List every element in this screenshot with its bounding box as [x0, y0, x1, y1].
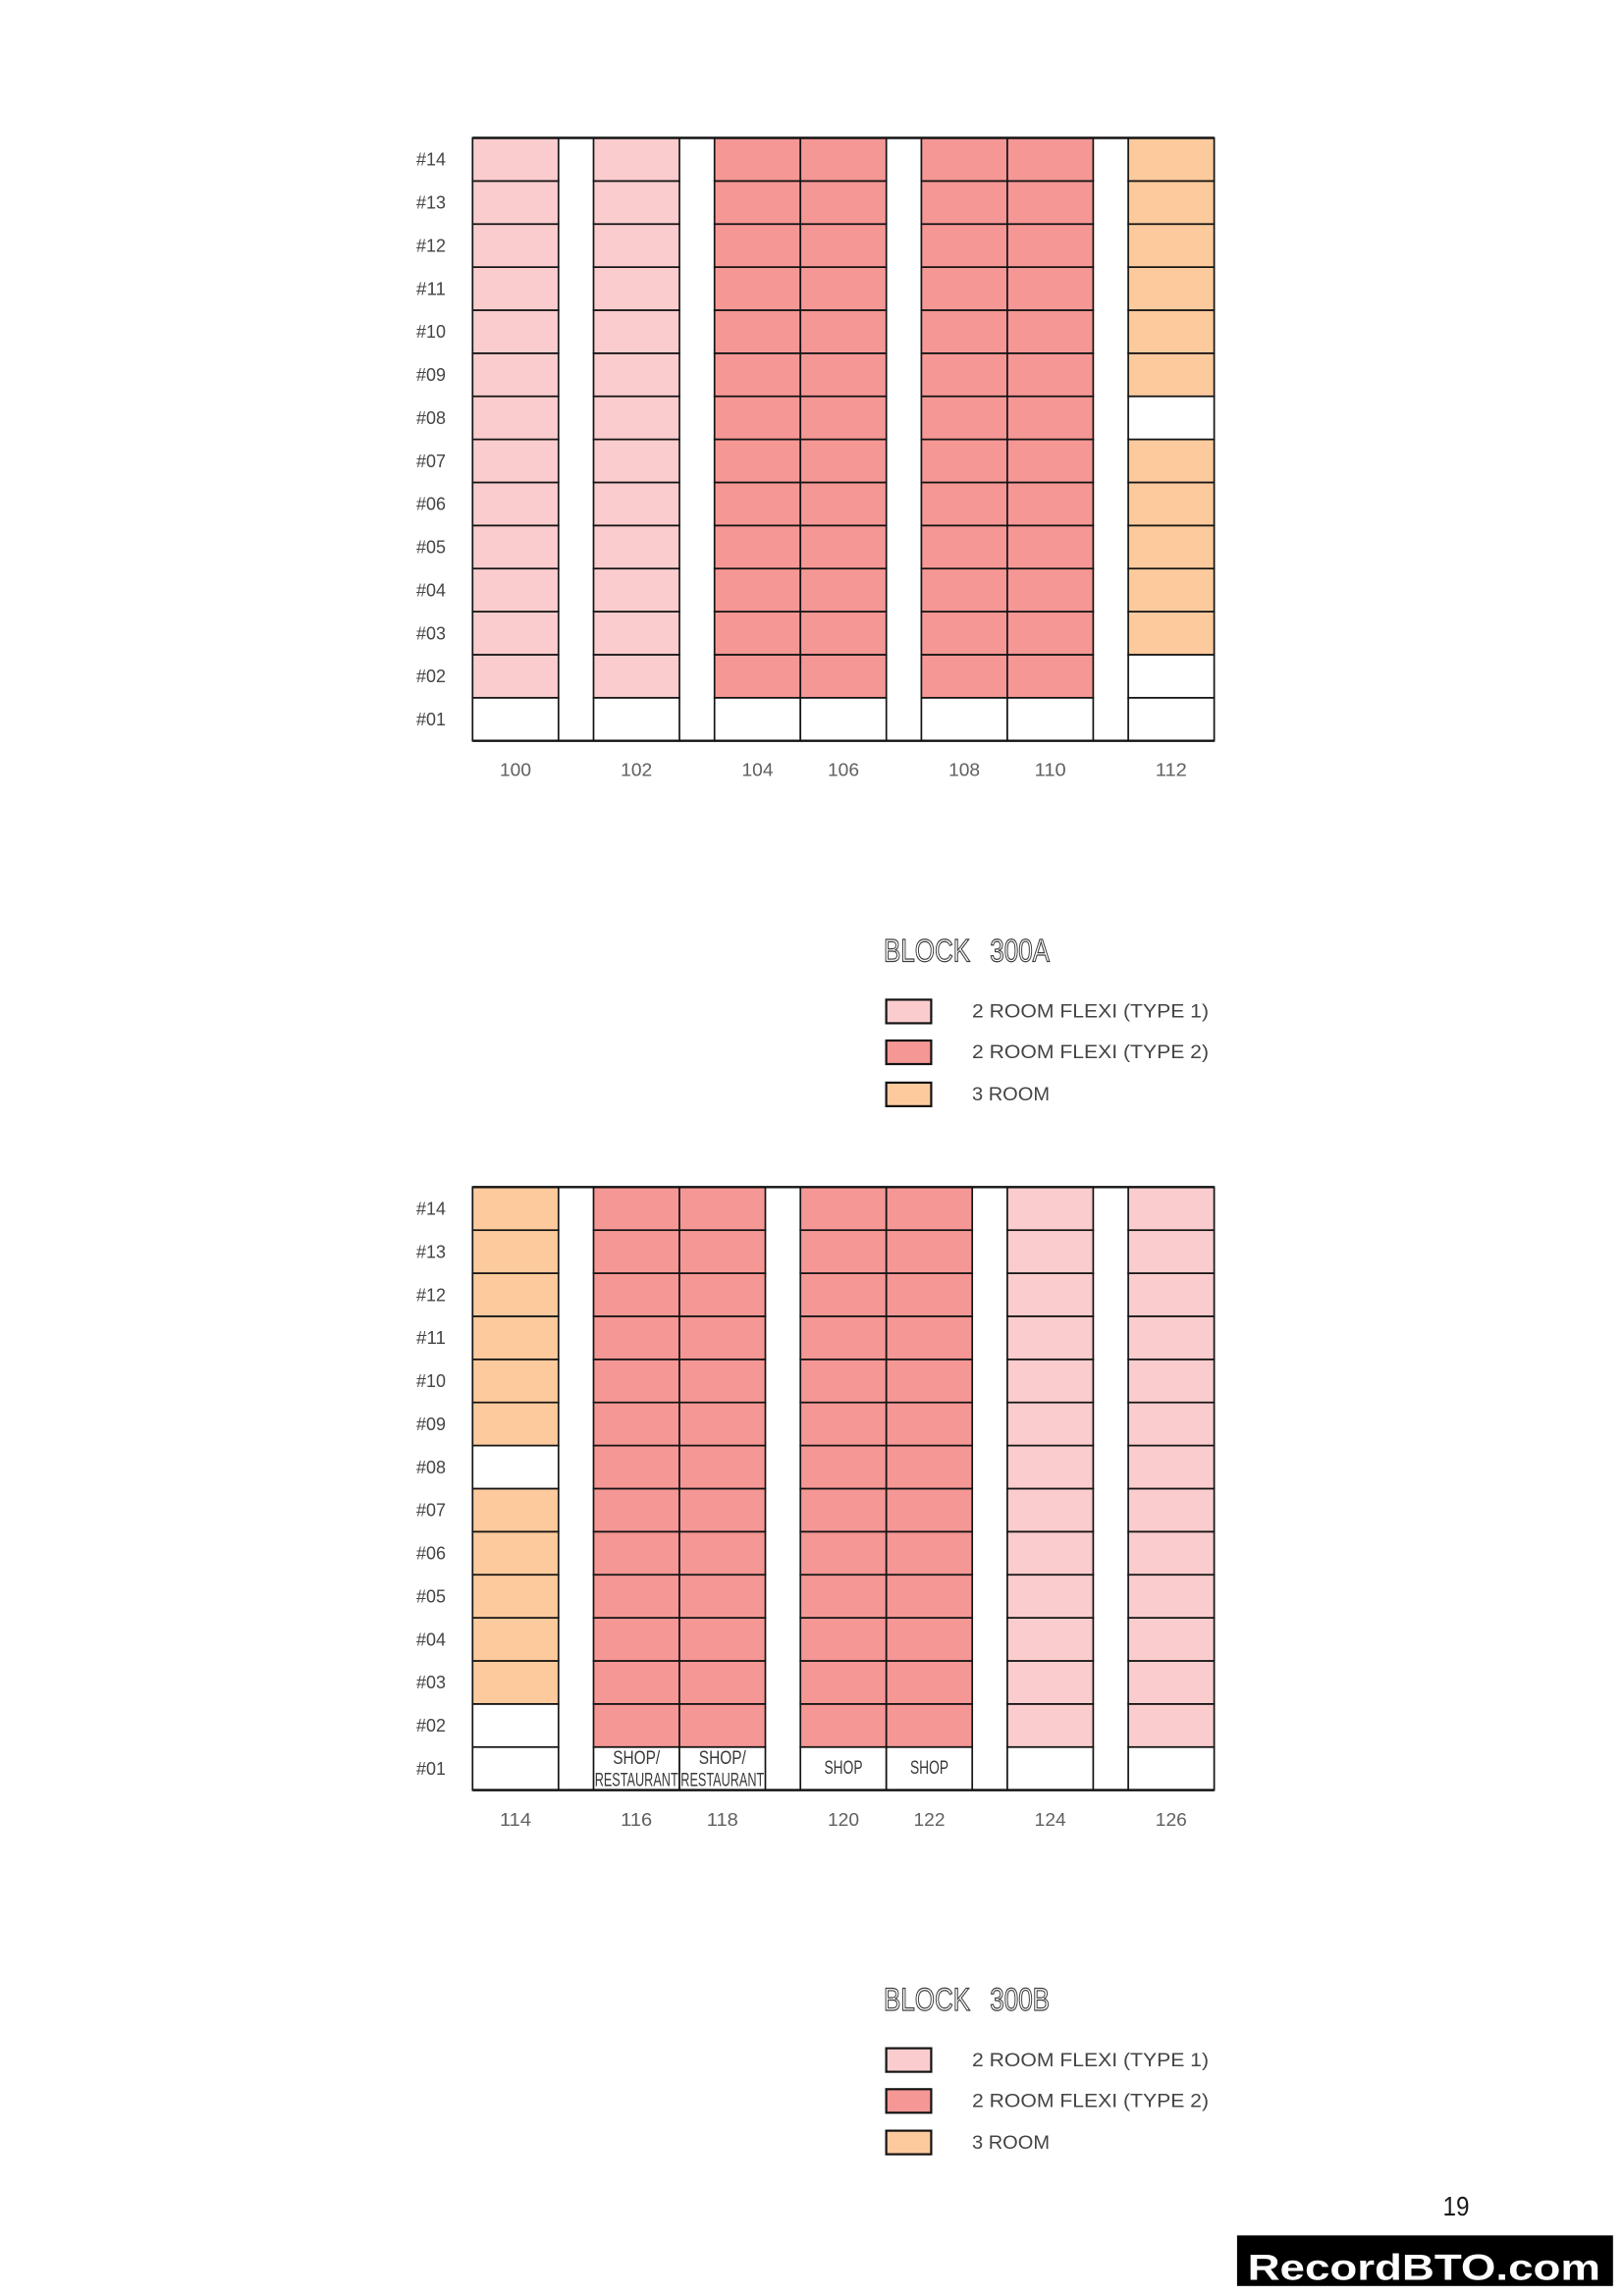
- svg-text:#02: #02: [416, 667, 446, 686]
- svg-text:108: 108: [948, 761, 980, 780]
- svg-text:120: 120: [828, 1810, 859, 1830]
- svg-text:114: 114: [500, 1810, 531, 1830]
- svg-text:110: 110: [1035, 761, 1066, 780]
- svg-text:#07: #07: [416, 452, 446, 471]
- svg-text:#10: #10: [416, 1371, 446, 1391]
- svg-text:#04: #04: [416, 580, 446, 600]
- svg-text:2 ROOM FLEXI (TYPE 1): 2 ROOM FLEXI (TYPE 1): [972, 2051, 1209, 2071]
- svg-text:#05: #05: [416, 538, 446, 558]
- svg-text:#01: #01: [416, 710, 446, 729]
- svg-text:#11: #11: [416, 1328, 446, 1348]
- svg-text:112: 112: [1156, 761, 1187, 780]
- svg-text:#03: #03: [416, 1673, 446, 1692]
- svg-text:#04: #04: [416, 1629, 446, 1649]
- svg-text:2 ROOM FLEXI (TYPE 1): 2 ROOM FLEXI (TYPE 1): [972, 1002, 1209, 1023]
- svg-text:BLOCK 300A: BLOCK 300A: [884, 934, 1050, 969]
- svg-text:104: 104: [742, 761, 774, 780]
- svg-text:126: 126: [1156, 1810, 1187, 1830]
- svg-text:3 ROOM: 3 ROOM: [972, 2133, 1050, 2154]
- svg-text:#11: #11: [416, 279, 446, 298]
- svg-text:124: 124: [1035, 1810, 1066, 1830]
- svg-text:SHOP/: SHOP/: [613, 1748, 661, 1769]
- svg-text:#06: #06: [416, 495, 446, 514]
- svg-text:#09: #09: [416, 365, 446, 385]
- svg-text:#10: #10: [416, 322, 446, 342]
- svg-text:#13: #13: [416, 1242, 446, 1261]
- svg-text:102: 102: [621, 761, 652, 780]
- svg-text:3 ROOM: 3 ROOM: [972, 1085, 1050, 1105]
- svg-text:#03: #03: [416, 623, 446, 643]
- svg-text:#05: #05: [416, 1587, 446, 1607]
- svg-text:#08: #08: [416, 408, 446, 428]
- svg-text:#08: #08: [416, 1458, 446, 1477]
- svg-text:#09: #09: [416, 1415, 446, 1434]
- svg-text:19: 19: [1443, 2191, 1470, 2221]
- svg-text:SHOP: SHOP: [910, 1758, 948, 1779]
- svg-text:116: 116: [621, 1810, 652, 1830]
- svg-text:#01: #01: [416, 1759, 446, 1779]
- svg-text:RESTAURANT: RESTAURANT: [680, 1770, 764, 1790]
- svg-text:RecordBTO.com: RecordBTO.com: [1248, 2248, 1600, 2288]
- svg-text:SHOP: SHOP: [825, 1758, 863, 1779]
- svg-text:SHOP/: SHOP/: [699, 1748, 747, 1769]
- svg-text:122: 122: [914, 1810, 946, 1830]
- svg-text:#06: #06: [416, 1544, 446, 1564]
- svg-text:118: 118: [707, 1810, 738, 1830]
- svg-text:#12: #12: [416, 1285, 446, 1305]
- svg-text:100: 100: [500, 761, 531, 780]
- svg-text:#12: #12: [416, 237, 446, 256]
- svg-text:BLOCK 300B: BLOCK 300B: [884, 1982, 1050, 2017]
- svg-text:2 ROOM FLEXI (TYPE 2): 2 ROOM FLEXI (TYPE 2): [972, 2092, 1209, 2112]
- svg-text:RESTAURANT: RESTAURANT: [595, 1770, 678, 1790]
- svg-text:2 ROOM FLEXI (TYPE 2): 2 ROOM FLEXI (TYPE 2): [972, 1042, 1209, 1063]
- svg-text:106: 106: [828, 761, 859, 780]
- svg-text:#07: #07: [416, 1501, 446, 1521]
- svg-text:#14: #14: [416, 1200, 446, 1219]
- svg-text:#02: #02: [416, 1716, 446, 1735]
- svg-text:#13: #13: [416, 193, 446, 213]
- svg-text:#14: #14: [416, 150, 446, 170]
